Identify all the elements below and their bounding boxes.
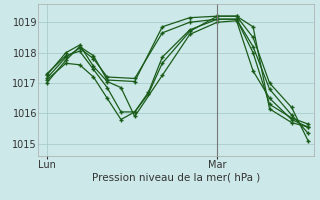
X-axis label: Pression niveau de la mer( hPa ): Pression niveau de la mer( hPa ) — [92, 173, 260, 183]
